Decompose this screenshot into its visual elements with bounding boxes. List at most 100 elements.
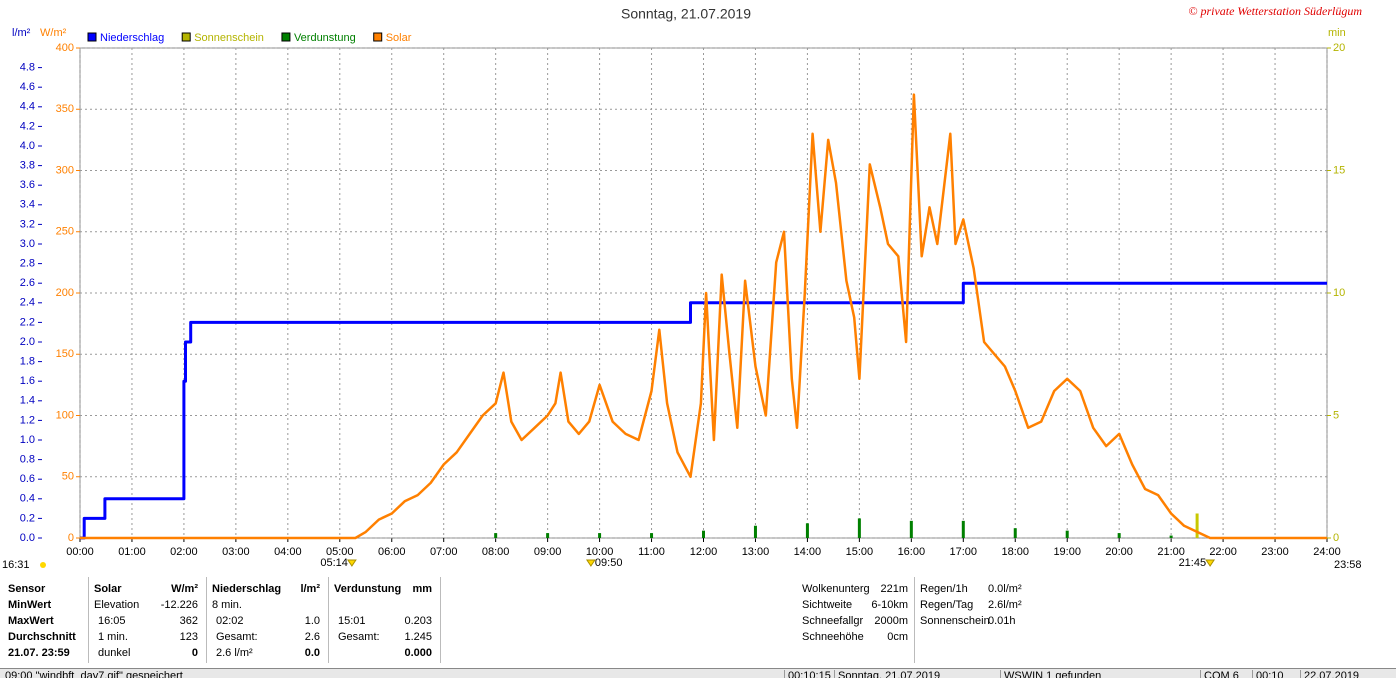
x-tick-label: 11:00 <box>638 546 665 558</box>
status-field: WSWIN 1 gefunden <box>1000 670 1101 678</box>
group-title: Verdunstung <box>334 583 402 595</box>
x-tick-label: 22:00 <box>1209 546 1237 558</box>
info-value: 0cm <box>887 631 908 643</box>
x-tick-label: 09:00 <box>534 546 562 558</box>
info-label: Schneefallgr <box>802 615 864 627</box>
x-tick-label: 17:00 <box>950 546 978 558</box>
y-tick-label: 1.0 <box>20 434 35 446</box>
row-value: 0 <box>191 647 198 659</box>
status-field: 22.07.2019 <box>1300 670 1359 678</box>
group-box: Solar W/m² Elevation -12.226 16:05 362 1 min. 1… <box>88 577 207 663</box>
row-value: 0.203 <box>404 615 432 627</box>
legend-swatch <box>87 32 97 42</box>
group-unit: mm <box>412 583 432 595</box>
x-tick-label: 08:00 <box>482 546 510 558</box>
y-tick-label: 0.8 <box>20 454 35 466</box>
y-tick-label: 4.0 <box>20 140 35 152</box>
y-tick-label: 0.2 <box>20 512 35 524</box>
x-tick-label: 21:00 <box>1157 546 1185 558</box>
series-bar <box>805 523 809 538</box>
legend-swatch <box>373 32 383 42</box>
row-label: dunkel <box>98 647 131 659</box>
y2-tick-label: 100 <box>56 409 74 421</box>
legend-swatch <box>181 32 191 42</box>
x-tick-label: 02:00 <box>170 546 198 558</box>
chart: Sonntag, 21.07.2019 © private Wetterstat… <box>2 4 1362 571</box>
status-field: 00:10:15 <box>784 670 831 678</box>
sun-label: 21:45 <box>1179 557 1207 569</box>
info2-value: 0.01h <box>988 615 1016 627</box>
info-value: 6-10km <box>871 599 908 611</box>
row-label: 15:01 <box>338 615 366 627</box>
legend-label: Sonnenschein <box>194 32 264 44</box>
sensor-label: MaxWert <box>8 615 54 627</box>
x-tick-label: 14:00 <box>794 546 822 558</box>
x-tick-label: 00:00 <box>66 546 94 558</box>
series-bar <box>961 520 965 538</box>
y3-tick-label: 20 <box>1333 42 1345 54</box>
row-value: 2.6 <box>304 631 320 643</box>
y-tick-label: 0.0 <box>20 532 35 544</box>
status-bar: 09:00 "windbft_day7.gif" gespeichert 00:1… <box>0 668 1396 678</box>
series-bar <box>1065 530 1069 538</box>
y-tick-label: 1.2 <box>20 414 35 426</box>
y-tick-label: 2.2 <box>20 316 35 328</box>
y2-tick-label: 0 <box>68 532 74 544</box>
y-unit: l/m² <box>12 27 31 39</box>
x-tick-label: 13:00 <box>742 546 770 558</box>
info-sep <box>914 577 915 663</box>
legend-label: Solar <box>386 32 412 44</box>
x-tick-label: 03:00 <box>222 546 250 558</box>
series-bar <box>598 533 602 538</box>
status-field: COM 6 <box>1200 670 1239 678</box>
y-tick-label: 2.0 <box>20 336 35 348</box>
row-label: 02:02 <box>216 615 244 627</box>
series-bar <box>909 520 913 538</box>
group-box: Niederschlag l/m² 8 min. 02:02 1.0 Gesamt: 2.6… <box>206 577 329 663</box>
series-line <box>80 93 1327 540</box>
sun-marker <box>1205 559 1216 567</box>
y3-unit: min <box>1328 27 1346 39</box>
sun-label: 09:50 <box>595 557 623 569</box>
copyright: © private Wetterstation Süderlügum <box>1188 4 1362 18</box>
chart-title: Sonntag, 21.07.2019 <box>621 6 751 22</box>
y-tick-label: 2.4 <box>20 297 35 309</box>
y-tick-label: 4.6 <box>20 81 35 93</box>
info-value: 2000m <box>874 615 908 627</box>
y-tick-label: 3.6 <box>20 179 35 191</box>
x-tick-label: 18:00 <box>1001 546 1029 558</box>
x-tick-label: 20:00 <box>1105 546 1133 558</box>
series-bar <box>857 518 861 538</box>
y-tick-label: 0.4 <box>20 493 35 505</box>
row-value: -12.226 <box>160 599 198 611</box>
x-tick-label: 05:00 <box>326 546 354 558</box>
status-field: Sonntag, 21.07.2019 <box>834 670 940 678</box>
y2-tick-label: 300 <box>56 164 74 176</box>
y-tick-label: 1.8 <box>20 356 35 368</box>
x-tick-label: 10:00 <box>586 546 614 558</box>
y-tick-label: 2.6 <box>20 277 35 289</box>
row-label: Elevation <box>94 599 140 611</box>
moon-left: 16:31 <box>2 559 30 571</box>
info2-value: 2.6l/m² <box>988 599 1022 611</box>
x-tick-label: 19:00 <box>1053 546 1081 558</box>
row-label: 8 min. <box>212 599 242 611</box>
status-field: 00:10 <box>1252 670 1284 678</box>
y3-tick-label: 0 <box>1333 532 1339 544</box>
info2-value: 0.0l/m² <box>988 583 1022 595</box>
series-line <box>80 281 1327 540</box>
sun-label: 05:14 <box>320 557 348 569</box>
y3-tick-label: 10 <box>1333 287 1345 299</box>
sun-marker <box>585 559 596 567</box>
row-value: 0.000 <box>404 647 432 659</box>
series-bar <box>494 533 498 538</box>
y2-tick-label: 200 <box>56 287 74 299</box>
sensor-box: Sensor MinWert MaxWert Durchschnitt 21.07. 2… <box>0 577 89 663</box>
info2-label: Regen/Tag <box>920 599 974 611</box>
group-title: Solar <box>94 583 122 595</box>
y2-tick-label: 350 <box>56 103 74 115</box>
row-value: 1.0 <box>304 615 320 627</box>
x-tick-label: 24:00 <box>1313 546 1341 558</box>
y2-tick-label: 400 <box>56 42 74 54</box>
